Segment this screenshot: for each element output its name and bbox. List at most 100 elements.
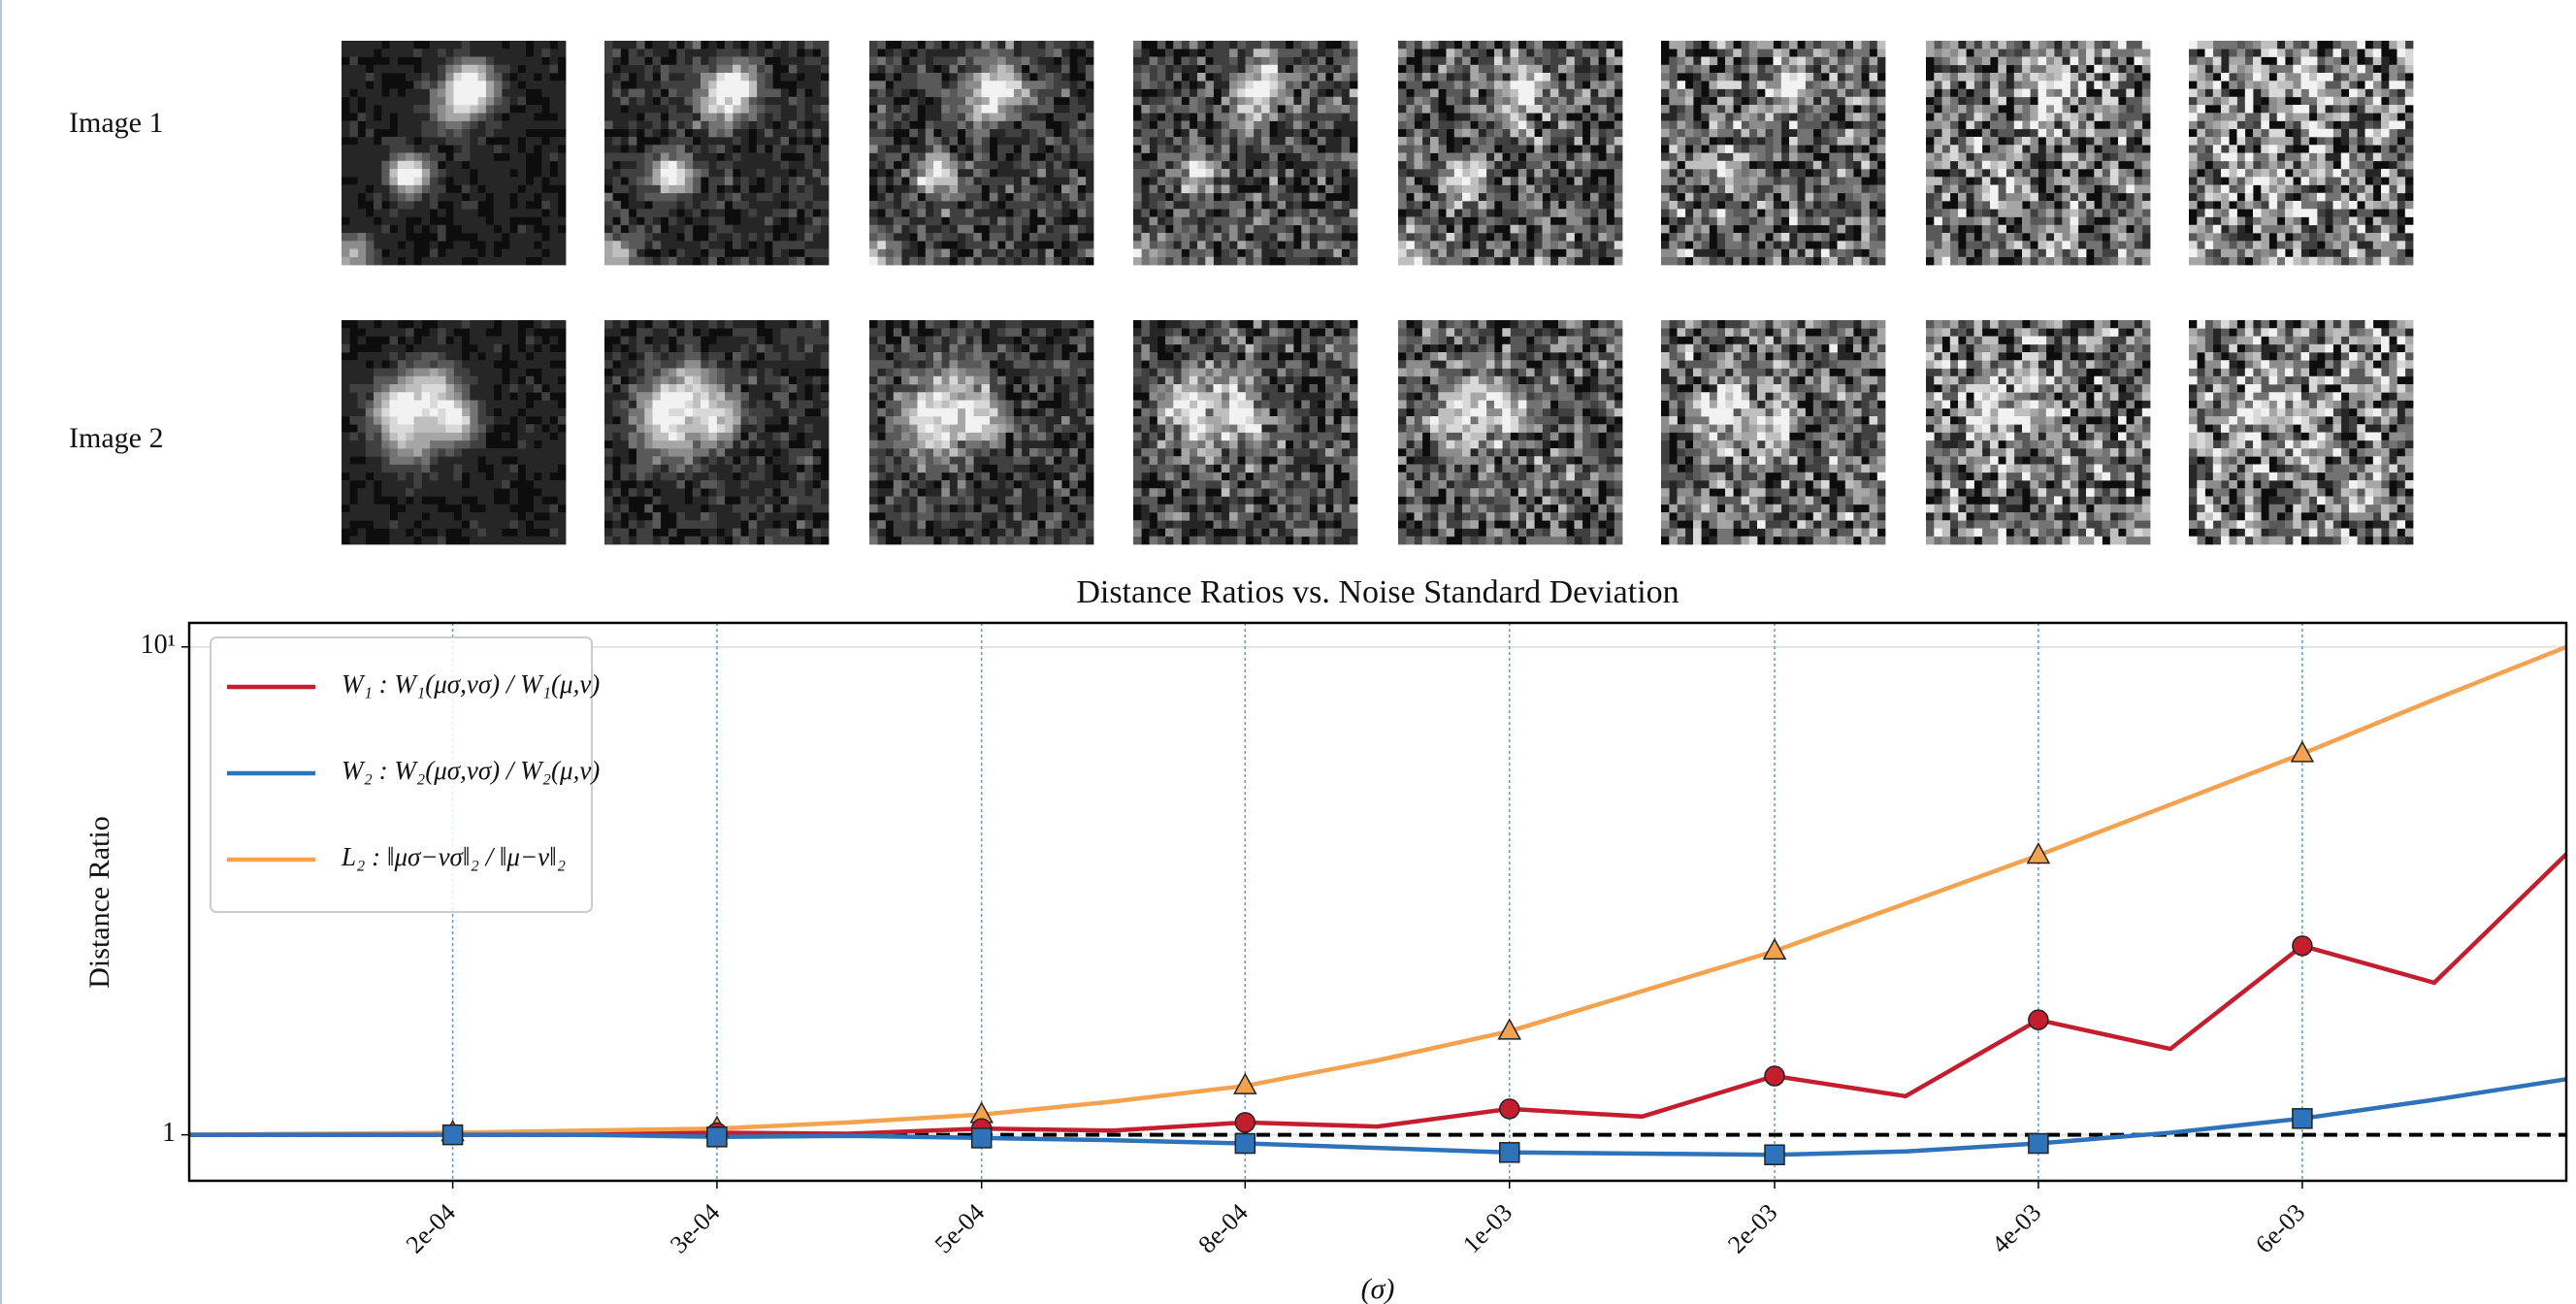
- noise-pixels: [1926, 320, 2151, 545]
- noise-pixels: [660, 73, 749, 185]
- marker: [1234, 1132, 1256, 1155]
- noise-pixels: [1421, 328, 1623, 529]
- noise-pixels: [628, 360, 741, 465]
- data-line: [189, 1077, 2567, 1157]
- noise-pixels: [644, 368, 734, 441]
- row-label: Image 1: [69, 107, 163, 139]
- legend-label: W₂ : W₂(μσ,νσ) / W₂(μ,ν): [342, 756, 600, 785]
- noise-pixels: [1133, 41, 1358, 266]
- marker: [1234, 1112, 1256, 1133]
- noise-pixels: [342, 64, 495, 266]
- noise-pixels: [1181, 73, 1278, 194]
- x-tick-label: 5e-04: [929, 1198, 990, 1258]
- noise-pixels: [2189, 320, 2414, 545]
- marker: [2292, 1108, 2313, 1129]
- noise-pixels: [381, 375, 463, 449]
- noise-pixels: [652, 392, 717, 441]
- noise-pixels: [1926, 328, 2151, 538]
- noise-pixels: [604, 41, 830, 266]
- marker: [1762, 937, 1787, 961]
- marker: [441, 1124, 464, 1146]
- x-tick-label: 3e-04: [665, 1198, 725, 1258]
- noise-pixels: [893, 368, 1006, 473]
- marker: [1497, 1018, 1522, 1040]
- noise-pixels: [2189, 320, 2414, 538]
- noise-pixels: [2189, 41, 2414, 266]
- marker: [1233, 1072, 1257, 1094]
- noise-pixels: [1398, 49, 1623, 266]
- noise-pixels: [1157, 343, 1287, 497]
- noise-pixels: [869, 41, 1094, 266]
- noise-pixels: [909, 375, 998, 457]
- x-tick-label: 1e-03: [1457, 1198, 1517, 1258]
- noise-pixels: [1133, 64, 1278, 258]
- x-tick-label: 6e-03: [2250, 1198, 2310, 1258]
- legend-label: W₁ : W₁(μσ,νσ) / W₁(μ,ν): [342, 669, 600, 699]
- marker: [1764, 1065, 1785, 1087]
- noise-pixels: [1661, 41, 1886, 266]
- noise-pixels: [349, 41, 559, 266]
- noise-pixels: [357, 56, 503, 242]
- noise-pixels: [1926, 41, 2151, 266]
- noise-pixels: [1398, 41, 1623, 266]
- noise-pixels: [1430, 375, 1575, 481]
- noise-pixels: [612, 64, 758, 258]
- noise-pixels: [604, 41, 758, 258]
- noise-pixels: [1430, 392, 1527, 449]
- noise-pixels: [1157, 320, 1358, 521]
- noise-pixels: [381, 384, 471, 441]
- x-tick-label: 4e-03: [1986, 1198, 2046, 1258]
- plot-frame: [187, 621, 2568, 1183]
- marker: [1498, 1098, 1520, 1120]
- chart-title: Distance Ratios vs. Noise Standard Devia…: [1076, 574, 1679, 610]
- noise-pixels: [2197, 320, 2414, 545]
- x-tick-label: 2e-03: [1722, 1198, 1782, 1258]
- noise-images: [342, 41, 2414, 545]
- noise-pixels: [917, 392, 991, 441]
- marker: [2028, 1009, 2049, 1030]
- noise-pixels: [389, 392, 463, 425]
- noise-pixels: [1926, 41, 2151, 266]
- x-tick-label: 2e-04: [401, 1198, 461, 1258]
- noise-pixels: [628, 368, 813, 529]
- noise-pixels: [1926, 320, 2151, 545]
- noise-pixels: [893, 352, 1070, 497]
- noise-pixels: [1406, 73, 1543, 266]
- noise-pixels: [1926, 328, 2151, 545]
- noise-pixels: [1173, 375, 1255, 433]
- noise-pixels: [1398, 320, 1623, 538]
- noise-pixels: [869, 49, 1087, 266]
- y-tick-label: 1: [162, 1118, 176, 1148]
- noise-pixels: [1669, 336, 1878, 545]
- noise-pixels: [1133, 41, 1358, 266]
- legend-box: [210, 636, 593, 913]
- marker: [2026, 841, 2051, 864]
- marker: [970, 1127, 993, 1149]
- marker: [2028, 1132, 2049, 1155]
- noise-pixels: [2189, 41, 2414, 266]
- noise-pixels: [1398, 41, 1623, 266]
- noise-pixels: [1661, 41, 1886, 266]
- noise-pixels: [869, 81, 1014, 266]
- noise-pixels: [612, 320, 822, 545]
- noise-pixels: [2189, 320, 2406, 545]
- y-axis-label: Distance Ratio: [83, 816, 115, 988]
- data-line: [188, 644, 2567, 1137]
- marker: [2292, 935, 2313, 957]
- noise-pixels: [644, 368, 741, 449]
- noise-pixels: [2189, 41, 2414, 258]
- noise-pixels: [1684, 343, 1886, 529]
- noise-pixels: [1669, 41, 1886, 266]
- legend-label: L₂ : ‖μσ−νσ‖₂ / ‖μ−ν‖₂: [341, 842, 566, 871]
- noise-pixels: [2189, 41, 2414, 266]
- noise-pixels: [1926, 41, 2151, 266]
- noise-pixels: [1934, 41, 2151, 266]
- noise-pixels: [1189, 49, 1358, 266]
- x-axis-label: (σ): [1361, 1273, 1395, 1304]
- noise-pixels: [349, 64, 486, 258]
- marker: [706, 1126, 728, 1148]
- row-label: Image 2: [69, 422, 163, 454]
- x-tick-label: 8e-04: [1192, 1198, 1253, 1258]
